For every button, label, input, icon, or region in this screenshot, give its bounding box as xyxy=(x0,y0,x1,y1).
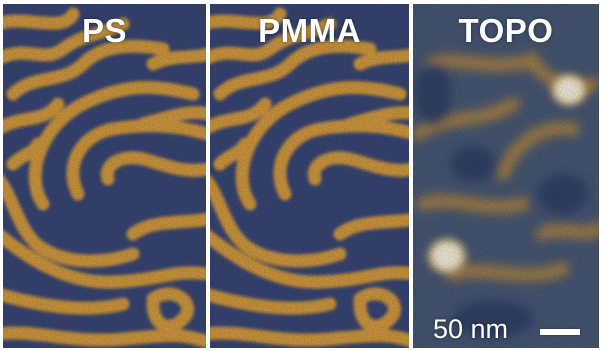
panel-label-pmma: PMMA xyxy=(258,12,361,49)
panel-topo: TOPO 50 nm xyxy=(413,4,599,348)
panel-label-ps: PS xyxy=(81,12,128,49)
panel-label-topo: TOPO xyxy=(458,12,554,49)
panel-pmma: PMMA xyxy=(210,4,409,348)
scale-bar xyxy=(540,329,580,335)
topo-height-map xyxy=(413,4,599,348)
scale-bar-label: 50 nm xyxy=(433,314,509,344)
ps-stripe-pattern xyxy=(3,4,206,348)
panel-ps: PS xyxy=(3,4,206,348)
pmma-stripe-pattern xyxy=(210,4,409,348)
